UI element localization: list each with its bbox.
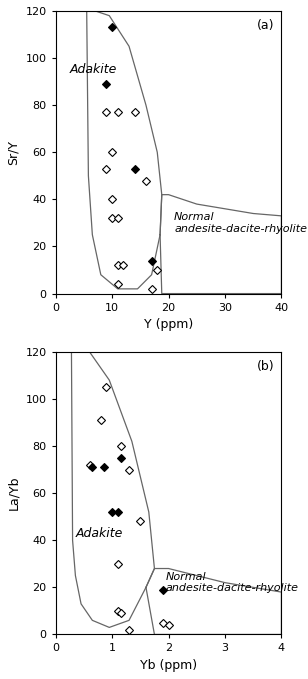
X-axis label: Y (ppm): Y (ppm) bbox=[144, 318, 193, 331]
Text: Adakite: Adakite bbox=[75, 527, 123, 540]
Text: (b): (b) bbox=[257, 361, 275, 373]
Y-axis label: Sr/Y: Sr/Y bbox=[7, 140, 20, 165]
Text: (a): (a) bbox=[257, 20, 275, 33]
Text: Normal
andesite-dacite-rhyolite: Normal andesite-dacite-rhyolite bbox=[166, 572, 299, 593]
Text: Adakite: Adakite bbox=[70, 63, 117, 76]
X-axis label: Yb (ppm): Yb (ppm) bbox=[140, 659, 197, 672]
Y-axis label: La/Yb: La/Yb bbox=[7, 476, 20, 511]
Text: Normal
andesite-dacite-rhyolite: Normal andesite-dacite-rhyolite bbox=[174, 212, 307, 234]
